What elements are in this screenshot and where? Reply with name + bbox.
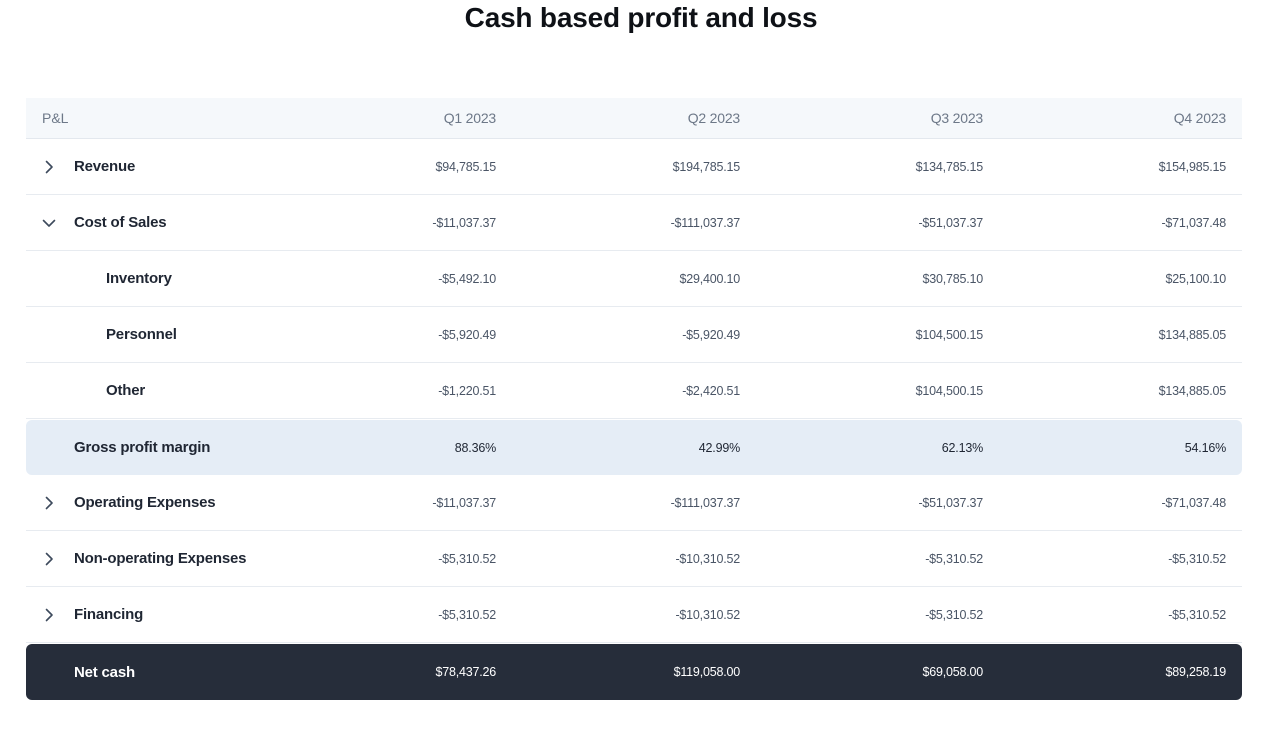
value-q3: -$51,037.37: [918, 215, 983, 230]
value-q4: $89,258.19: [1165, 665, 1226, 679]
value-q3: $104,500.15: [915, 327, 984, 342]
value-q2: -$5,920.49: [682, 327, 740, 342]
table-row-financing[interactable]: Financing -$5,310.52 -$10,310.52 -$5,310.52…: [26, 587, 1242, 643]
row-label-cell: Cost of Sales: [26, 195, 326, 250]
value-q1: -$5,492.10: [438, 271, 496, 286]
value-q1: -$11,037.37: [432, 215, 496, 230]
row-label-cell: Net cash: [26, 644, 326, 700]
table-row-non-operating-expenses[interactable]: Non-operating Expenses -$5,310.52 -$10,310…: [26, 531, 1242, 587]
table-row-gross-profit-margin: Gross profit margin 88.36% 42.99% 62.13% 54.…: [26, 420, 1242, 475]
table-row-personnel: Personnel -$5,920.49 -$5,920.49 $104,500.15…: [26, 307, 1242, 363]
value-q2: -$111,037.37: [670, 495, 741, 510]
value-q4: -$71,037.48: [1161, 215, 1226, 230]
table-row-revenue[interactable]: Revenue $94,785.15 $194,785.15 $134,785.15 $…: [26, 139, 1242, 195]
row-label: Inventory: [106, 270, 172, 287]
row-label-cell: Financing: [26, 587, 326, 642]
table-header: P&L Q1 2023 Q2 2023 Q3 2023 Q4 2023: [26, 98, 1242, 139]
row-label: Revenue: [74, 158, 136, 175]
column-header-q1: Q1 2023: [443, 110, 497, 126]
table-row-operating-expenses[interactable]: Operating Expenses -$11,037.37 -$111,037.3…: [26, 475, 1242, 531]
column-header-pnl: P&L: [42, 110, 69, 126]
row-label: Operating Expenses: [74, 494, 216, 511]
value-q4: $134,885.05: [1158, 383, 1227, 398]
row-label: Personnel: [106, 326, 177, 343]
value-q1: -$5,310.52: [438, 607, 496, 622]
chevron-right-icon[interactable]: [40, 494, 58, 512]
value-q2: -$10,310.52: [675, 607, 740, 622]
value-q3: -$5,310.52: [925, 607, 983, 622]
table-row-other: Other -$1,220.51 -$2,420.51 $104,500.15 $134…: [26, 363, 1242, 419]
table-row-inventory: Inventory -$5,492.10 $29,400.10 $30,785.10 $…: [26, 251, 1242, 307]
value-q3: -$5,310.52: [925, 551, 983, 566]
value-q4: -$5,310.52: [1168, 551, 1226, 566]
row-label-cell: Inventory: [26, 251, 326, 306]
row-label-cell: Revenue: [26, 139, 326, 194]
table-row-net-cash: Net cash $78,437.26 $119,058.00 $69,058.00 $…: [26, 644, 1242, 700]
value-q1: -$5,920.49: [438, 327, 496, 342]
row-label: Net cash: [74, 663, 135, 681]
chevron-right-icon[interactable]: [40, 606, 58, 624]
row-label: Non-operating Expenses: [74, 550, 247, 567]
pnl-table: P&L Q1 2023 Q2 2023 Q3 2023 Q4 2023 Reve…: [26, 98, 1242, 700]
chevron-right-icon[interactable]: [40, 550, 58, 568]
row-label: Other: [106, 382, 146, 399]
value-q4: 54.16%: [1184, 440, 1226, 455]
value-q3: $104,500.15: [915, 383, 984, 398]
row-label-cell: Other: [26, 363, 326, 418]
value-q2: $119,058.00: [673, 665, 741, 679]
page-title: Cash based profit and loss: [464, 2, 818, 33]
value-q3: -$51,037.37: [918, 495, 983, 510]
table-row-cost-of-sales[interactable]: Cost of Sales -$11,037.37 -$111,037.37 -$51…: [26, 195, 1242, 251]
column-header-q4: Q4 2023: [1173, 110, 1227, 126]
value-q2: -$111,037.37: [670, 215, 741, 230]
value-q1: 88.36%: [454, 440, 496, 455]
row-label-cell: Gross profit margin: [26, 420, 326, 475]
value-q2: -$10,310.52: [675, 551, 740, 566]
value-q2: 42.99%: [698, 440, 740, 455]
value-q4: $154,985.15: [1158, 159, 1227, 174]
row-label-cell: Operating Expenses: [26, 475, 326, 530]
row-label-cell: Personnel: [26, 307, 326, 362]
value-q4: -$71,037.48: [1161, 495, 1226, 510]
value-q3: $69,058.00: [922, 665, 983, 679]
value-q4: $134,885.05: [1158, 327, 1227, 342]
row-label: Financing: [74, 606, 144, 623]
value-q1: -$1,220.51: [438, 383, 496, 398]
value-q3: 62.13%: [941, 440, 983, 455]
value-q1: $78,437.26: [435, 665, 496, 679]
row-label: Gross profit margin: [74, 439, 211, 456]
value-q3: $134,785.15: [915, 159, 984, 174]
value-q2: -$2,420.51: [682, 383, 740, 398]
row-label-cell: Non-operating Expenses: [26, 531, 326, 586]
value-q1: -$5,310.52: [438, 551, 496, 566]
chevron-down-icon[interactable]: [40, 214, 58, 232]
value-q2: $29,400.10: [679, 271, 740, 286]
column-header-q3: Q3 2023: [930, 110, 984, 126]
value-q4: $25,100.10: [1165, 271, 1226, 286]
value-q1: -$11,037.37: [432, 495, 496, 510]
value-q3: $30,785.10: [922, 271, 983, 286]
value-q1: $94,785.15: [435, 159, 496, 174]
value-q2: $194,785.15: [672, 159, 741, 174]
value-q4: -$5,310.52: [1168, 607, 1226, 622]
column-header-q2: Q2 2023: [687, 110, 741, 126]
chevron-right-icon[interactable]: [40, 158, 58, 176]
row-label: Cost of Sales: [74, 214, 167, 231]
